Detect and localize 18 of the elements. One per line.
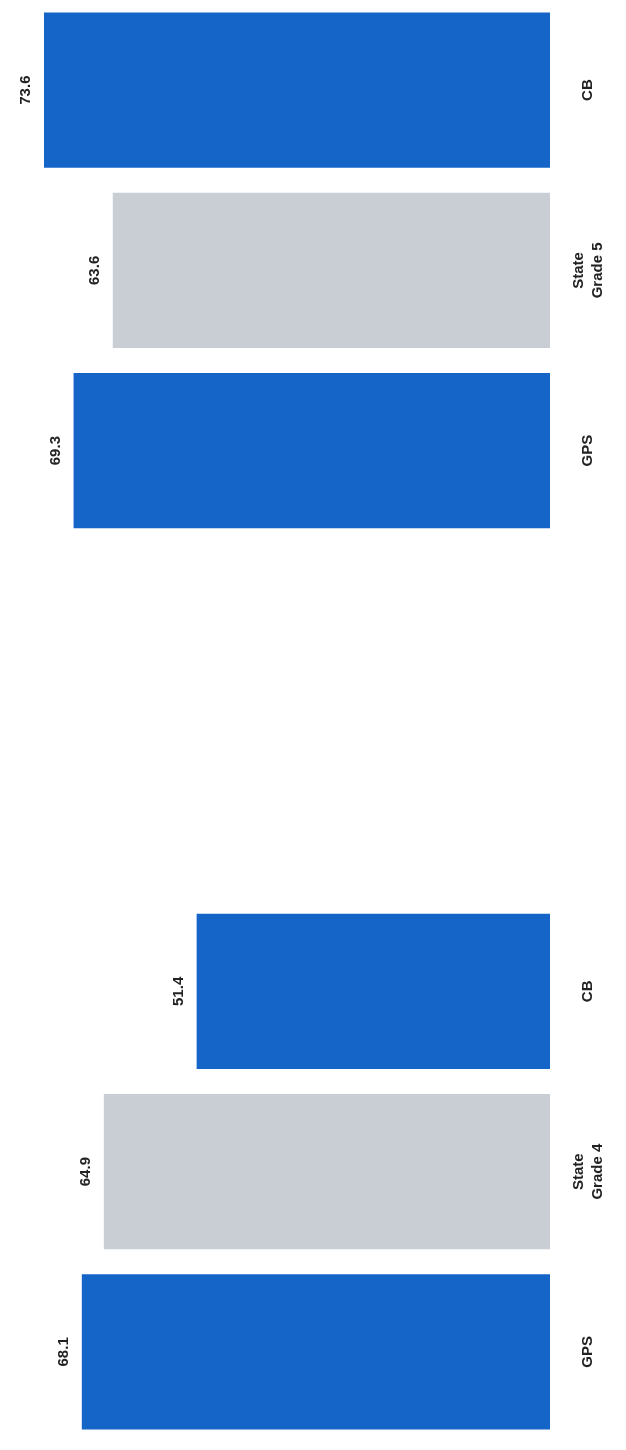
y-tick-label: CB xyxy=(578,980,596,1003)
bar xyxy=(103,1094,550,1250)
bar xyxy=(73,373,550,529)
bar xyxy=(196,913,550,1069)
bar xyxy=(81,1274,550,1430)
data-label: 73.6 xyxy=(16,75,34,105)
y-tick-label: State Grade 4 xyxy=(568,1143,605,1200)
data-label: 64.9 xyxy=(75,1157,93,1187)
bar xyxy=(112,192,550,348)
y-tick-label: GPS xyxy=(578,1336,596,1368)
data-label: 51.4 xyxy=(168,976,186,1006)
y-tick-label: State Grade 5 xyxy=(568,242,605,299)
data-label: 63.6 xyxy=(84,255,102,285)
y-tick-label: GPS xyxy=(578,434,596,467)
data-label: 69.3 xyxy=(45,436,63,466)
y-tick-label: CB xyxy=(578,79,596,101)
data-label: 68.1 xyxy=(53,1337,71,1367)
bar xyxy=(44,12,550,168)
